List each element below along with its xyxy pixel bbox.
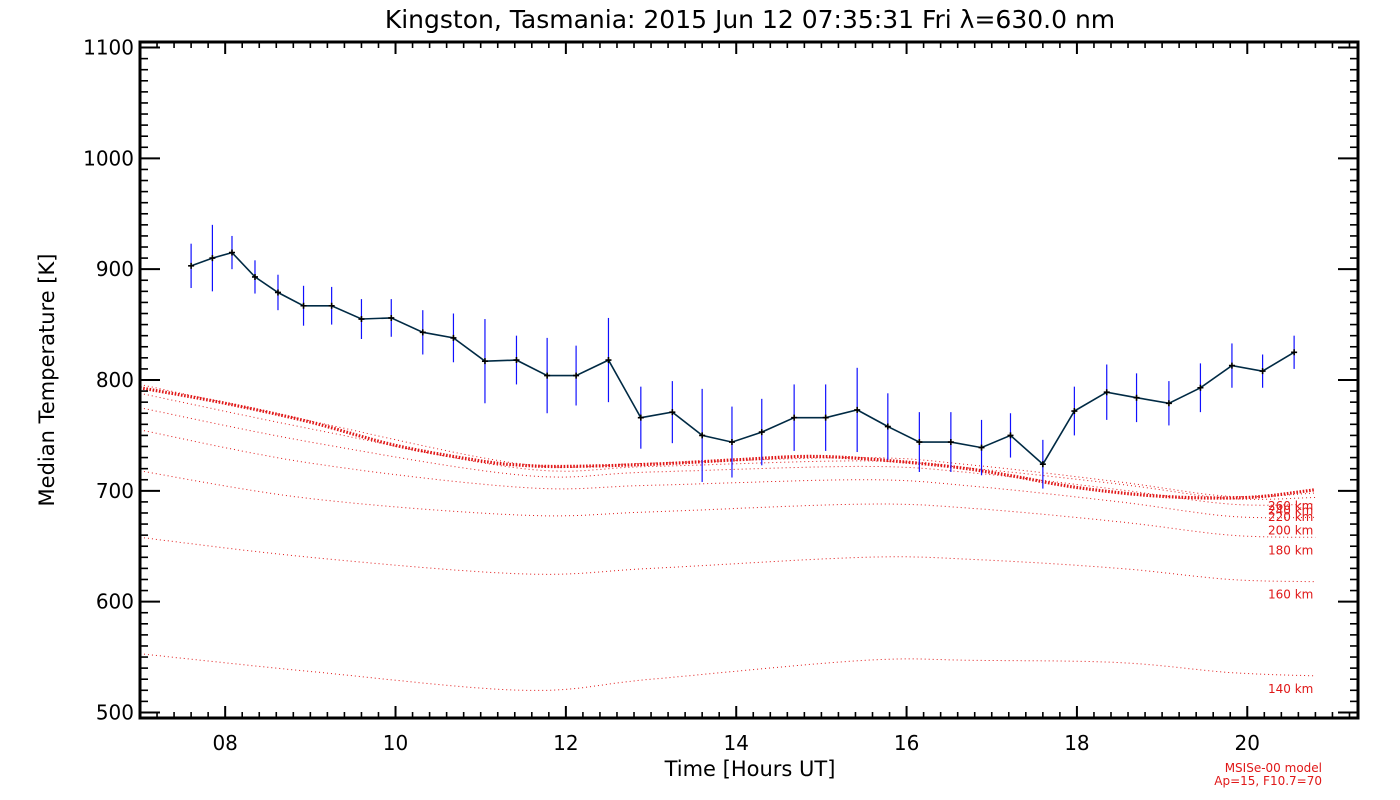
data-point [758, 429, 765, 436]
data-point [358, 316, 365, 323]
data-point [513, 357, 520, 364]
plot-frame [138, 40, 1360, 720]
x-tick-label: 18 [1064, 731, 1089, 755]
data-point [388, 314, 395, 321]
data-point [1228, 362, 1235, 369]
model-curve-220km [139, 407, 1316, 506]
data-point [1071, 408, 1078, 415]
chart-title: Kingston, Tasmania: 2015 Jun 12 07:35:31… [385, 5, 1115, 34]
y-axis-label: Median Temperature [K] [35, 254, 59, 507]
x-tick-label: 08 [212, 731, 237, 755]
model-label-140km: 140 km [1268, 682, 1313, 696]
data-point [188, 262, 195, 269]
data-point [450, 334, 457, 341]
y-tick-label: 1100 [83, 36, 134, 60]
data-point [1133, 394, 1140, 401]
model-label-160km: 160 km [1268, 588, 1313, 602]
data-point [481, 358, 488, 365]
model-note-line-2: Ap=15, F10.7=70 [1214, 774, 1322, 788]
tick-labels: 08 10 12 14 16 18 20 500 600 700 800 900 1000 1100 [83, 36, 1260, 755]
data-point [699, 432, 706, 439]
model-label-180km: 180 km [1268, 543, 1313, 557]
data-point [1291, 349, 1298, 356]
data-point [822, 414, 829, 421]
x-tick-label: 20 [1235, 731, 1260, 755]
model-curves [139, 383, 1316, 691]
data-point [1165, 400, 1172, 407]
y-tick-label: 1000 [83, 146, 134, 170]
data-point [228, 249, 235, 256]
data-point [251, 273, 258, 280]
data-point [1197, 384, 1204, 391]
y-tick-label: 500 [96, 700, 134, 724]
model-label-260km: 260 km [1268, 499, 1313, 513]
data-point [328, 302, 335, 309]
measured-line [190, 251, 1295, 466]
model-curve-140km [139, 653, 1316, 691]
model-curve-260km [139, 383, 1316, 498]
data-point [884, 423, 891, 430]
data-point [637, 414, 644, 421]
measured-series [188, 224, 1298, 489]
x-tick-label: 16 [894, 731, 919, 755]
data-point [419, 329, 426, 336]
data-point [209, 255, 216, 262]
data-point [1259, 368, 1266, 375]
x-tick-label: 10 [383, 731, 408, 755]
data-point [605, 357, 612, 364]
model-curve-240km [139, 392, 1316, 500]
data-point [300, 302, 307, 309]
y-tick-label: 600 [96, 590, 134, 614]
y-tick-label: 700 [96, 479, 134, 503]
data-point [947, 439, 954, 446]
model-note-line-1: MSISe-00 model [1225, 761, 1322, 775]
data-point [669, 409, 676, 416]
model-label-200km: 200 km [1268, 523, 1313, 537]
model-curve-180km [139, 470, 1316, 538]
model-curve-highlight [139, 386, 1316, 500]
y-tick-label: 800 [96, 368, 134, 392]
data-point [544, 372, 551, 379]
x-tick-label: 12 [553, 731, 578, 755]
x-axis-label: Time [Hours UT] [664, 757, 836, 781]
model-label-220km: 220 km [1268, 510, 1313, 524]
data-point [978, 444, 985, 451]
data-point [1103, 389, 1110, 396]
data-point [916, 439, 923, 446]
axis-ticks [139, 42, 1358, 718]
data-point [728, 439, 735, 446]
y-tick-label: 900 [96, 257, 134, 281]
model-curve-160km [139, 536, 1316, 583]
data-point [791, 414, 798, 421]
data-point [1039, 461, 1046, 468]
data-point [573, 372, 580, 379]
model-label-240km: 240 km [1268, 503, 1313, 517]
model-curve-200km [139, 429, 1316, 519]
x-tick-label: 14 [723, 731, 748, 755]
data-point [1007, 432, 1014, 439]
data-point [854, 406, 861, 413]
data-point [274, 289, 281, 296]
